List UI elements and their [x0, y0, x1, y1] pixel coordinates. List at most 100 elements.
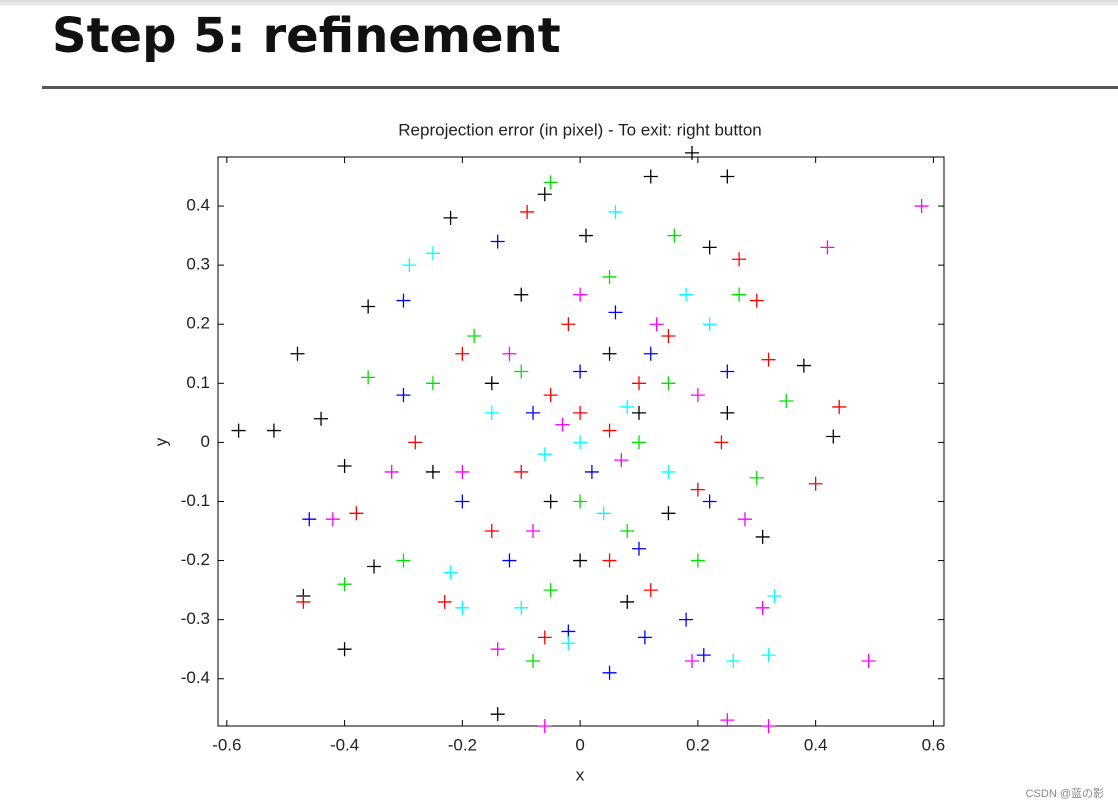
y-axis-label: y	[151, 437, 170, 446]
point	[337, 642, 352, 657]
point	[755, 600, 770, 615]
point	[808, 476, 823, 491]
point	[720, 364, 735, 379]
point	[631, 435, 646, 450]
point	[702, 317, 717, 332]
y-tick-label: 0.2	[186, 314, 210, 333]
point	[520, 204, 535, 219]
point	[767, 589, 782, 604]
point	[361, 370, 376, 385]
point	[761, 719, 776, 733]
point	[702, 240, 717, 255]
point	[437, 594, 452, 609]
point	[514, 464, 529, 479]
point	[537, 187, 552, 202]
point	[402, 258, 417, 273]
point	[296, 594, 311, 609]
x-tick-label: 0.4	[804, 735, 828, 754]
point	[502, 553, 517, 568]
point	[514, 364, 529, 379]
point	[732, 252, 747, 267]
point	[455, 346, 470, 361]
point	[302, 512, 317, 527]
y-tick-label: -0.2	[181, 550, 210, 569]
point	[367, 559, 382, 574]
point	[820, 240, 835, 255]
point	[602, 423, 617, 438]
point	[543, 494, 558, 509]
point	[573, 287, 588, 302]
point	[702, 494, 717, 509]
point	[573, 364, 588, 379]
point	[661, 506, 676, 521]
point	[608, 305, 623, 320]
point	[649, 317, 664, 332]
point	[537, 447, 552, 462]
point	[661, 464, 676, 479]
y-tick-label: 0.1	[186, 373, 210, 392]
point	[631, 376, 646, 391]
point	[761, 352, 776, 367]
point	[484, 376, 499, 391]
point	[514, 600, 529, 615]
point	[720, 169, 735, 184]
point	[555, 417, 570, 432]
top-bar	[0, 0, 1118, 6]
point	[561, 317, 576, 332]
point	[561, 624, 576, 639]
slide-heading: Step 5: refinement	[52, 8, 561, 64]
point	[620, 524, 635, 539]
point	[643, 169, 658, 184]
point	[543, 388, 558, 403]
x-tick-label: -0.6	[212, 735, 241, 754]
point	[484, 405, 499, 420]
point	[631, 405, 646, 420]
point	[602, 553, 617, 568]
point	[749, 470, 764, 485]
point	[631, 541, 646, 556]
point	[620, 594, 635, 609]
point	[443, 565, 458, 580]
point	[667, 228, 682, 243]
point	[726, 654, 741, 669]
point	[679, 612, 694, 627]
point	[349, 506, 364, 521]
point	[396, 293, 411, 308]
point	[684, 654, 699, 669]
point	[661, 376, 676, 391]
point	[661, 329, 676, 344]
point	[408, 435, 423, 450]
point	[537, 630, 552, 645]
point	[637, 630, 652, 645]
point	[690, 553, 705, 568]
point	[779, 394, 794, 409]
point	[337, 577, 352, 592]
watermark: CSDN @蓝の影	[1025, 788, 1104, 800]
chart-title: Reprojection error (in pixel) - To exit:…	[398, 120, 761, 139]
point	[561, 636, 576, 651]
point	[325, 512, 340, 527]
point	[732, 287, 747, 302]
point	[796, 358, 811, 373]
point	[737, 512, 752, 527]
x-tick-label: -0.2	[448, 735, 477, 754]
point	[696, 648, 711, 663]
y-tick-label: 0.4	[186, 196, 210, 215]
point	[596, 506, 611, 521]
point	[443, 210, 458, 225]
point	[266, 423, 281, 438]
y-tick-label: -0.1	[181, 491, 210, 510]
x-tick-label: 0	[575, 735, 584, 754]
point	[914, 199, 929, 214]
point	[620, 399, 635, 414]
point	[455, 600, 470, 615]
point	[526, 405, 541, 420]
point	[514, 287, 529, 302]
point	[396, 388, 411, 403]
point	[684, 145, 699, 160]
point	[832, 399, 847, 414]
point	[573, 405, 588, 420]
point	[720, 405, 735, 420]
